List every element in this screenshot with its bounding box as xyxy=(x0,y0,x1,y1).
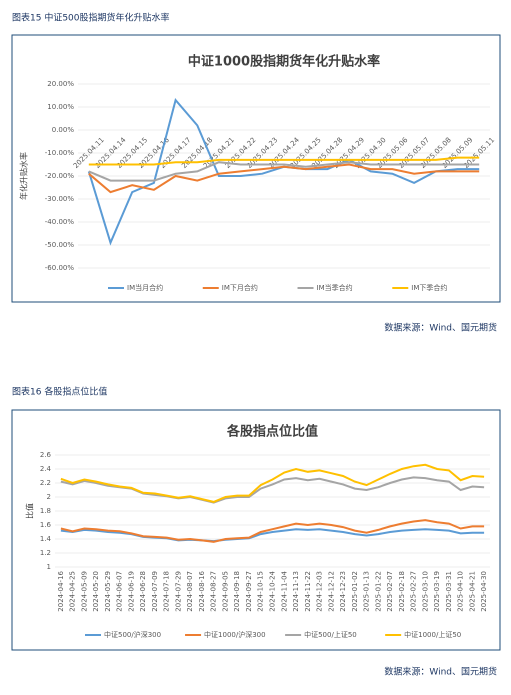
series-line xyxy=(88,163,480,194)
legend-label: IM当月合约 xyxy=(127,283,163,292)
x-tick-label: 2025-01-13 xyxy=(363,571,371,612)
legend-label: 中证1000/沪深300 xyxy=(204,630,266,639)
x-tick-label: 2025-03-31 xyxy=(445,571,453,612)
x-tick-label: 2025-02-18 xyxy=(398,571,406,612)
x-tick-label: 2024-06-28 xyxy=(139,571,147,612)
legend-label: 中证500/沪深300 xyxy=(104,630,161,639)
legend-label: 中证1000/上证50 xyxy=(404,630,461,639)
x-tick-label: 2024-11-04 xyxy=(280,570,288,611)
chart-title: 各股指点位比值 xyxy=(226,424,318,440)
y-tick-label: -50.00% xyxy=(45,241,75,249)
y-tick-label: -40.00% xyxy=(45,218,75,226)
x-tick-label: 2024-06-19 xyxy=(127,571,135,612)
x-tick-label: 2024-04-25 xyxy=(69,571,77,612)
x-tick-label: 2025-03-10 xyxy=(421,571,429,612)
y-tick-label: 2.6 xyxy=(40,451,52,459)
x-tick-label: 2024-11-22 xyxy=(304,571,312,612)
y-tick-label: 2.2 xyxy=(40,479,51,487)
y-tick-label: -30.00% xyxy=(45,195,75,203)
legend-label: 中证500/上证50 xyxy=(304,630,357,639)
x-tick-label: 2024-07-18 xyxy=(163,571,171,612)
x-tick-label: 2024-07-09 xyxy=(151,571,159,612)
x-tick-label: 2024-12-12 xyxy=(327,571,335,612)
x-tick-label: 2024-10-15 xyxy=(257,571,265,612)
y-axis-label: 年化升贴水率 xyxy=(19,152,29,200)
series-line xyxy=(88,156,480,166)
figure-frame xyxy=(11,409,501,651)
x-tick-label: 2024-09-05 xyxy=(221,571,229,612)
x-tick-label: 2024-10-24 xyxy=(269,570,277,611)
x-tick-label: 2024-05-29 xyxy=(104,571,112,612)
x-tick-label: 2024-11-13 xyxy=(292,571,300,612)
y-tick-label: 1.4 xyxy=(40,535,52,543)
y-tick-label: 1.2 xyxy=(40,549,51,557)
series-line xyxy=(60,519,485,543)
figure-label: 图表15 中证500股指期货年化升贴水率 xyxy=(12,12,170,24)
y-tick-label: 0.00% xyxy=(52,126,75,134)
legend-label: IM当季合约 xyxy=(317,283,353,292)
x-tick-label: 2024-04-16 xyxy=(57,570,65,611)
series-line xyxy=(60,528,485,543)
series-line xyxy=(87,98,480,246)
x-tick-label: 2024-09-27 xyxy=(245,571,253,612)
figure-frame xyxy=(11,34,501,303)
y-tick-label: -10.00% xyxy=(45,149,75,157)
y-tick-label: -60.00% xyxy=(45,264,75,272)
x-tick-label: 2024-08-27 xyxy=(210,571,218,612)
y-tick-label: 20.00% xyxy=(47,80,74,88)
x-tick-label: 2025-03-19 xyxy=(433,571,441,612)
series-line xyxy=(60,476,485,504)
x-tick-label: 2025-02-27 xyxy=(410,571,418,612)
figure-label: 图表16 各股指点位比值 xyxy=(12,386,107,398)
y-tick-label: -20.00% xyxy=(45,172,75,180)
x-tick-label: 2025-01-22 xyxy=(374,571,382,612)
x-tick-label: 2024-08-16 xyxy=(198,570,206,611)
chart-title: 中证1000股指期货年化升贴水率 xyxy=(188,54,380,70)
source-note: 数据来源：Wind、国元期货 xyxy=(384,666,497,678)
x-tick-label: 2025-02-07 xyxy=(386,571,394,612)
x-tick-label: 2025-04-30 xyxy=(480,571,488,612)
y-tick-label: 1.8 xyxy=(40,507,51,515)
series-line xyxy=(88,161,480,182)
series-line xyxy=(60,463,485,503)
x-tick-label: 2025-04-21 xyxy=(468,571,476,612)
y-tick-label: 1.6 xyxy=(40,521,52,529)
x-tick-label: 2024-05-20 xyxy=(92,571,100,612)
y-tick-label: 2 xyxy=(47,493,51,501)
y-tick-label: 10.00% xyxy=(47,103,74,111)
x-tick-label: 2024-12-03 xyxy=(316,571,324,612)
y-tick-label: 2.4 xyxy=(40,465,52,473)
y-tick-label: 1 xyxy=(47,563,51,571)
legend-label: IM下季合约 xyxy=(411,283,447,292)
x-tick-label: 2024-09-18 xyxy=(233,571,241,612)
x-tick-label: 2025-04-10 xyxy=(457,571,465,612)
legend-label: IM下月合约 xyxy=(222,283,258,292)
x-tick-label: 2024-12-23 xyxy=(339,571,347,612)
y-axis-label: 比值 xyxy=(25,503,35,519)
x-tick-label: 2024-05-09 xyxy=(80,571,88,612)
x-tick-label: 2024-07-29 xyxy=(174,571,182,612)
source-note: 数据来源：Wind、国元期货 xyxy=(384,322,497,334)
x-tick-label: 2024-06-07 xyxy=(116,571,124,612)
x-tick-label: 2024-08-07 xyxy=(186,571,194,612)
x-tick-label: 2025-01-02 xyxy=(351,571,359,612)
